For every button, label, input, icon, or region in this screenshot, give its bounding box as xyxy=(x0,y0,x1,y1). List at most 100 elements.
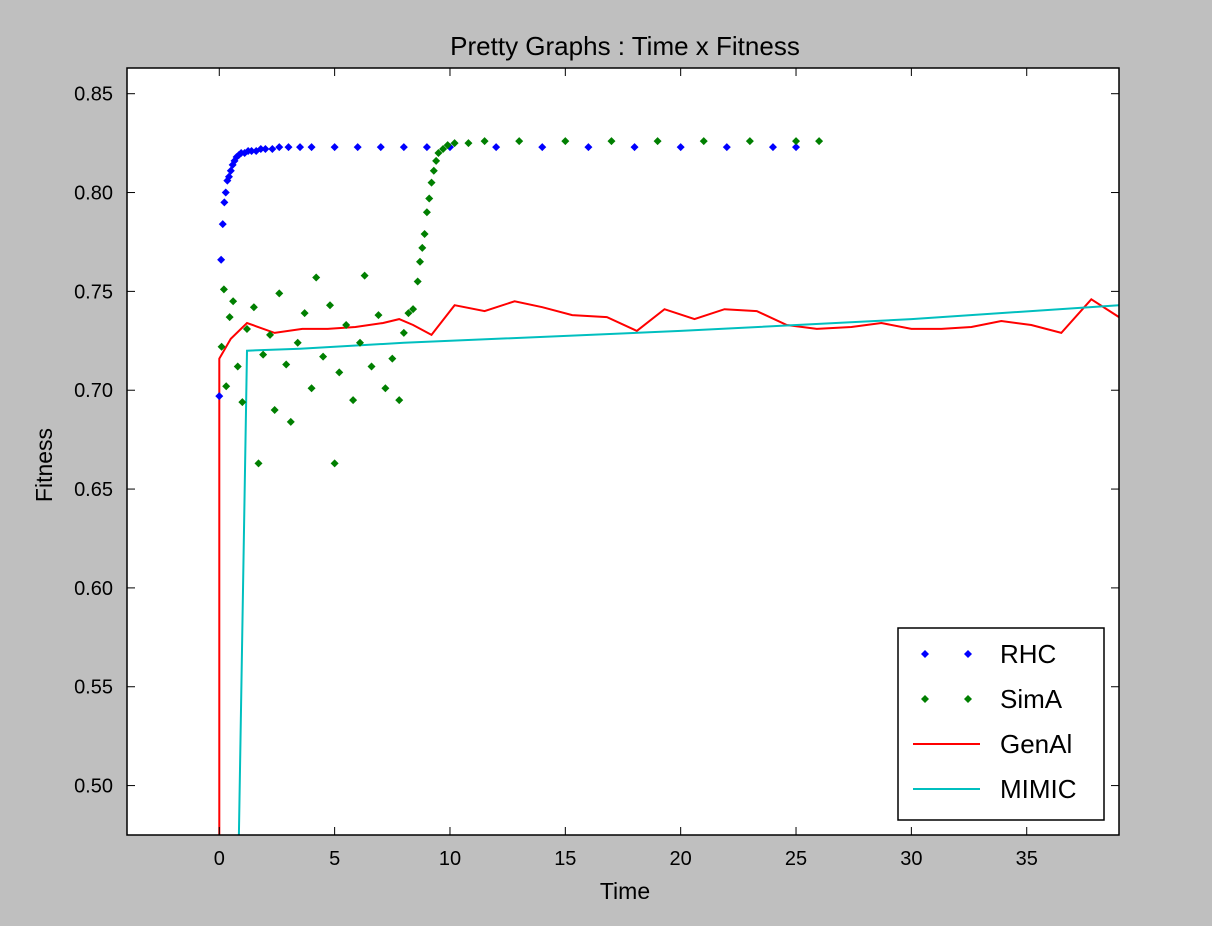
data-point-sima xyxy=(249,303,258,312)
data-point-sima xyxy=(450,139,459,148)
data-point-sima xyxy=(229,297,238,306)
data-point-rhc xyxy=(220,198,229,207)
series-rhc xyxy=(215,143,801,401)
chart-title: Pretty Graphs : Time x Fitness xyxy=(450,31,800,61)
data-point-rhc xyxy=(768,143,777,152)
data-point-sima xyxy=(259,350,268,359)
data-point-rhc xyxy=(296,143,305,152)
data-point-sima xyxy=(409,305,418,314)
data-point-sima xyxy=(439,145,448,154)
data-point-sima xyxy=(381,384,390,393)
data-point-sima xyxy=(360,271,369,280)
data-point-rhc xyxy=(221,188,230,197)
legend-marker xyxy=(964,695,972,703)
data-point-rhc xyxy=(226,166,235,175)
data-point-sima xyxy=(427,178,436,187)
data-point-sima xyxy=(219,285,228,294)
data-point-sima xyxy=(319,352,328,361)
data-point-sima xyxy=(374,311,383,320)
data-point-rhc xyxy=(256,145,265,154)
data-point-sima xyxy=(282,360,291,369)
data-point-sima xyxy=(356,338,365,347)
data-point-sima xyxy=(607,137,616,146)
data-point-sima xyxy=(217,342,226,351)
legend-label: SimA xyxy=(1000,684,1063,714)
series-line-genal xyxy=(218,297,1119,835)
data-point-rhc xyxy=(217,255,226,264)
data-point-sima xyxy=(653,137,662,146)
data-point-sima xyxy=(312,273,321,282)
data-point-rhc xyxy=(584,143,593,152)
data-point-sima xyxy=(293,338,302,347)
data-point-sima xyxy=(432,156,441,165)
data-point-rhc xyxy=(224,172,233,181)
legend-marker xyxy=(921,695,929,703)
data-point-sima xyxy=(270,405,279,414)
y-tick-label: 0.55 xyxy=(74,677,113,699)
data-point-sima xyxy=(388,354,397,363)
data-point-sima xyxy=(254,459,263,468)
data-point-sima xyxy=(415,257,424,266)
data-point-sima xyxy=(815,137,824,146)
x-tick-label: 5 xyxy=(329,848,340,870)
data-point-sima xyxy=(434,149,443,158)
data-point-rhc xyxy=(353,143,362,152)
data-point-sima xyxy=(286,417,295,426)
data-point-rhc xyxy=(215,392,224,401)
data-point-sima xyxy=(443,141,452,150)
x-tick-label: 0 xyxy=(214,848,225,870)
y-tick-label: 0.80 xyxy=(74,183,113,205)
data-point-rhc xyxy=(284,143,293,152)
data-point-rhc xyxy=(376,143,385,152)
data-point-sima xyxy=(745,137,754,146)
data-point-rhc xyxy=(307,143,316,152)
y-axis-label: Fitness xyxy=(31,428,57,502)
data-point-rhc xyxy=(330,143,339,152)
x-tick-label: 35 xyxy=(1016,848,1038,870)
data-point-sima xyxy=(399,328,408,337)
data-point-sima xyxy=(326,301,335,310)
data-point-sima xyxy=(422,208,431,217)
data-point-sima xyxy=(395,396,404,405)
data-point-sima xyxy=(792,137,801,146)
legend-marker xyxy=(964,650,972,658)
data-point-sima xyxy=(699,137,708,146)
x-tick-label: 10 xyxy=(439,848,461,870)
data-point-rhc xyxy=(630,143,639,152)
x-axis-label: Time xyxy=(600,878,650,904)
legend-item-mimic: MIMIC xyxy=(913,774,1077,804)
x-tick-label: 30 xyxy=(900,848,922,870)
data-point-sima xyxy=(225,313,234,322)
data-point-sima xyxy=(349,396,358,405)
y-tick-label: 0.75 xyxy=(74,281,113,303)
plot-frame xyxy=(126,67,1120,836)
data-point-rhc xyxy=(676,143,685,152)
x-tick-label: 25 xyxy=(785,848,807,870)
data-point-rhc xyxy=(247,147,256,156)
x-tick-label: 20 xyxy=(670,848,692,870)
data-point-rhc xyxy=(422,143,431,152)
data-layer xyxy=(215,137,1119,835)
legend-item-genal: GenAl xyxy=(913,729,1072,759)
y-tick-label: 0.50 xyxy=(74,776,113,798)
data-point-sima xyxy=(238,398,247,407)
data-point-rhc xyxy=(538,143,547,152)
axis-ticks: 0 5 10 15 20 25 30 35 0.50 0.55 0.60 0.65 0.70 0.75 0.… xyxy=(74,68,1119,870)
legend-marker xyxy=(921,650,929,658)
data-point-sima xyxy=(266,330,275,339)
data-point-rhc xyxy=(792,143,801,152)
data-point-rhc xyxy=(275,143,284,152)
y-tick-label: 0.60 xyxy=(74,578,113,600)
data-point-sima xyxy=(307,384,316,393)
legend: RHC SimA GenAl MIMIC xyxy=(897,627,1105,821)
legend-item-sima: SimA xyxy=(921,684,1063,714)
data-point-sima xyxy=(242,324,251,333)
data-point-sima xyxy=(515,137,524,146)
legend-label: MIMIC xyxy=(1000,774,1077,804)
data-point-rhc xyxy=(261,145,270,154)
data-point-sima xyxy=(330,459,339,468)
y-tick-label: 0.65 xyxy=(74,479,113,501)
data-point-sima xyxy=(300,309,309,318)
data-point-sima xyxy=(275,289,284,298)
data-point-sima xyxy=(335,368,344,377)
